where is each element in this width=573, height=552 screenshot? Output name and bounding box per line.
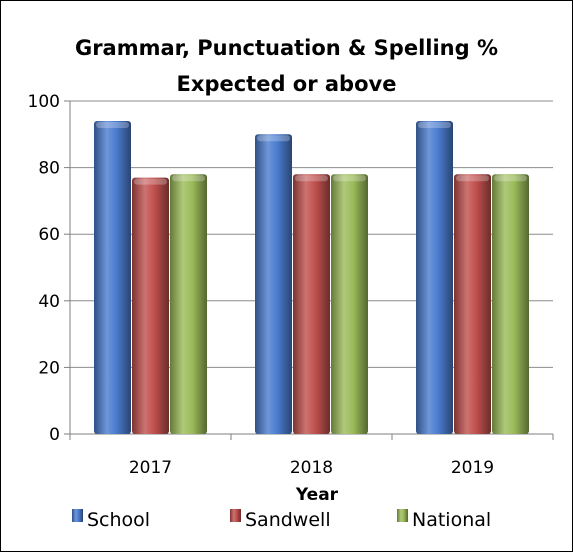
chart-title-line-2: Expected or above	[176, 72, 397, 96]
chart-title-line-1: Grammar, Punctuation & Spelling %	[74, 36, 499, 60]
bar-national-2018	[331, 174, 368, 434]
legend-swatch-sandwell	[230, 509, 241, 522]
y-axis: 0 20 40 60 80 100	[28, 92, 71, 445]
legend-label-national: National	[412, 509, 491, 531]
y-tick-label-100: 100	[28, 92, 60, 112]
y-tick-label-60: 60	[38, 225, 60, 245]
legend-swatch-school	[72, 509, 83, 522]
legend: School Sandwell National	[72, 509, 491, 531]
bar-sandwell-2017	[132, 177, 169, 434]
x-axis-title: Year	[295, 485, 339, 505]
y-tick-label-80: 80	[38, 159, 60, 179]
x-tick-label-2019: 2019	[451, 458, 494, 478]
bars	[94, 120, 529, 435]
legend-label-school: School	[87, 509, 150, 531]
x-tick-label-2017: 2017	[129, 458, 172, 478]
legend-swatch-national	[397, 509, 408, 522]
legend-item-national: National	[397, 509, 491, 531]
legend-item-school: School	[72, 509, 150, 531]
bar-sandwell-2019	[454, 174, 491, 434]
bar-sandwell-2018	[293, 174, 330, 434]
bar-school-2019	[416, 120, 453, 434]
x-tick-label-2018: 2018	[290, 458, 333, 478]
bar-school-2017	[94, 120, 131, 434]
bar-national-2017	[170, 174, 207, 434]
legend-label-sandwell: Sandwell	[245, 509, 331, 531]
y-tick-label-0: 0	[49, 425, 60, 445]
y-tick-label-20: 20	[38, 358, 60, 378]
y-tick-label-40: 40	[38, 292, 60, 312]
bar-national-2019	[492, 174, 529, 434]
bar-school-2018	[255, 134, 292, 435]
legend-item-sandwell: Sandwell	[230, 509, 331, 531]
x-axis: 2017 2018 2019	[69, 433, 554, 478]
